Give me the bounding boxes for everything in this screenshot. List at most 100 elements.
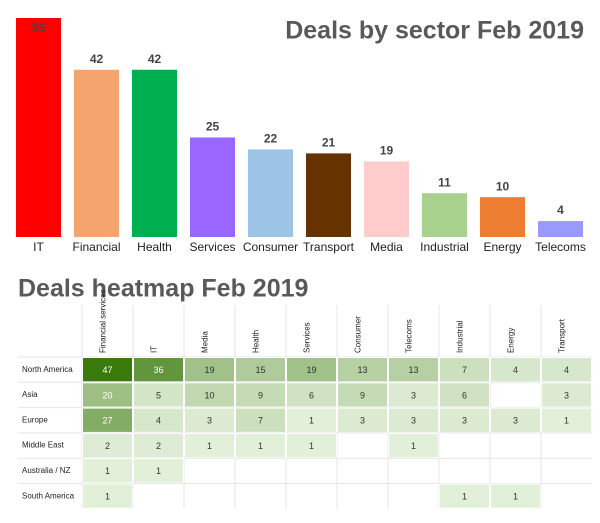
- bar: [190, 137, 235, 237]
- bar: [16, 18, 61, 237]
- cell-label: 2: [156, 441, 161, 451]
- bar: [74, 69, 119, 237]
- heat-cell: [235, 382, 286, 408]
- bar: [422, 193, 467, 237]
- value-label: 21: [322, 136, 336, 150]
- column-label: Industrial: [456, 320, 465, 353]
- cell-label: 1: [258, 441, 263, 451]
- bar: [248, 149, 293, 237]
- heat-cell: [133, 432, 184, 459]
- cell-label: 3: [513, 416, 518, 426]
- cell-label: 5: [156, 390, 161, 400]
- cell-label: 15: [255, 365, 265, 375]
- heat-cell: [388, 432, 439, 459]
- x-tick-label: Telecoms: [535, 240, 586, 254]
- heat-cell: [82, 357, 133, 383]
- x-tick-label: Financial: [72, 240, 120, 254]
- row-label: South America: [22, 491, 75, 500]
- heat-cell: [490, 357, 541, 383]
- value-label: 11: [438, 175, 451, 189]
- heat-cell: [82, 407, 133, 433]
- row-label: North America: [22, 365, 73, 374]
- column-label: Energy: [507, 328, 516, 353]
- heat-cell: [133, 458, 184, 484]
- heat-cell: [439, 407, 490, 433]
- x-tick-label: Energy: [483, 240, 521, 254]
- heat-cell: [490, 407, 541, 433]
- cell-label: 47: [102, 365, 112, 375]
- row-label: Europe: [22, 415, 48, 424]
- column-label: Health: [252, 330, 261, 353]
- heat-cell: [439, 382, 490, 408]
- column-label: IT: [150, 346, 159, 353]
- heat-cell: [133, 357, 184, 383]
- x-tick-label: IT: [33, 240, 44, 254]
- heat-cell: [541, 382, 592, 408]
- cell-label: 1: [462, 492, 467, 502]
- heat-cell: [133, 382, 184, 408]
- x-tick-label: Health: [137, 240, 172, 254]
- cell-label: 4: [156, 416, 161, 426]
- cell-label: 13: [408, 365, 418, 375]
- value-label: 22: [264, 132, 278, 146]
- bar: [480, 197, 525, 237]
- heat-cell: [337, 382, 388, 408]
- cell-label: 1: [411, 441, 416, 451]
- heat-cell: [388, 357, 439, 383]
- x-tick-label: Media: [370, 240, 403, 254]
- heat-cell: [439, 357, 490, 383]
- cell-label: 2: [105, 441, 110, 451]
- value-label: 4: [557, 203, 564, 217]
- bar-title: Deals by sector Feb 2019: [285, 17, 584, 45]
- cell-label: 1: [156, 466, 161, 476]
- cell-label: 10: [204, 390, 214, 400]
- cell-label: 1: [207, 441, 212, 451]
- column-label: Services: [303, 322, 312, 353]
- heat-cell: [82, 382, 133, 408]
- cell-label: 13: [357, 365, 367, 375]
- row-label: Asia: [22, 390, 38, 399]
- cell-label: 3: [411, 390, 416, 400]
- heatmap-title: Deals heatmap Feb 2019: [18, 275, 308, 303]
- cell-label: 3: [462, 416, 467, 426]
- x-tick-label: Transport: [303, 240, 355, 254]
- cell-label: 3: [564, 390, 569, 400]
- heat-cell: [286, 407, 337, 433]
- cell-label: 1: [105, 466, 110, 476]
- value-label: 42: [148, 52, 162, 66]
- cell-label: 19: [204, 365, 214, 375]
- row-label: Australia / NZ: [22, 466, 71, 475]
- cell-label: 19: [306, 365, 316, 375]
- value-label: 19: [380, 144, 394, 158]
- heat-cell: [184, 382, 235, 408]
- row-label: Middle East: [22, 441, 65, 450]
- heat-cell: [184, 432, 235, 459]
- heat-cell: [235, 407, 286, 433]
- cell-label: 1: [309, 441, 314, 451]
- value-label: 42: [90, 52, 104, 66]
- bar: [364, 161, 409, 237]
- cell-label: 3: [411, 416, 416, 426]
- x-tick-label: Services: [189, 240, 235, 254]
- cell-label: 6: [309, 390, 314, 400]
- heat-cell: [82, 432, 133, 459]
- cell-label: 20: [102, 390, 112, 400]
- cell-label: 6: [462, 390, 467, 400]
- heat-cell: [286, 432, 337, 459]
- heat-cell: [388, 407, 439, 433]
- bar: [538, 221, 583, 237]
- value-label: 25: [206, 120, 220, 134]
- x-tick-label: Consumer: [243, 240, 298, 254]
- heat-cell: [235, 432, 286, 459]
- cell-label: 9: [360, 390, 365, 400]
- cell-label: 3: [207, 416, 212, 426]
- cell-label: 4: [513, 365, 518, 375]
- cell-label: 27: [102, 416, 112, 426]
- cell-label: 1: [105, 492, 110, 502]
- column-label: Consumer: [354, 316, 363, 353]
- heat-cell: [286, 382, 337, 408]
- x-tick-label: Industrial: [420, 240, 469, 254]
- cell-label: 9: [258, 390, 263, 400]
- column-label: Telecoms: [405, 319, 414, 353]
